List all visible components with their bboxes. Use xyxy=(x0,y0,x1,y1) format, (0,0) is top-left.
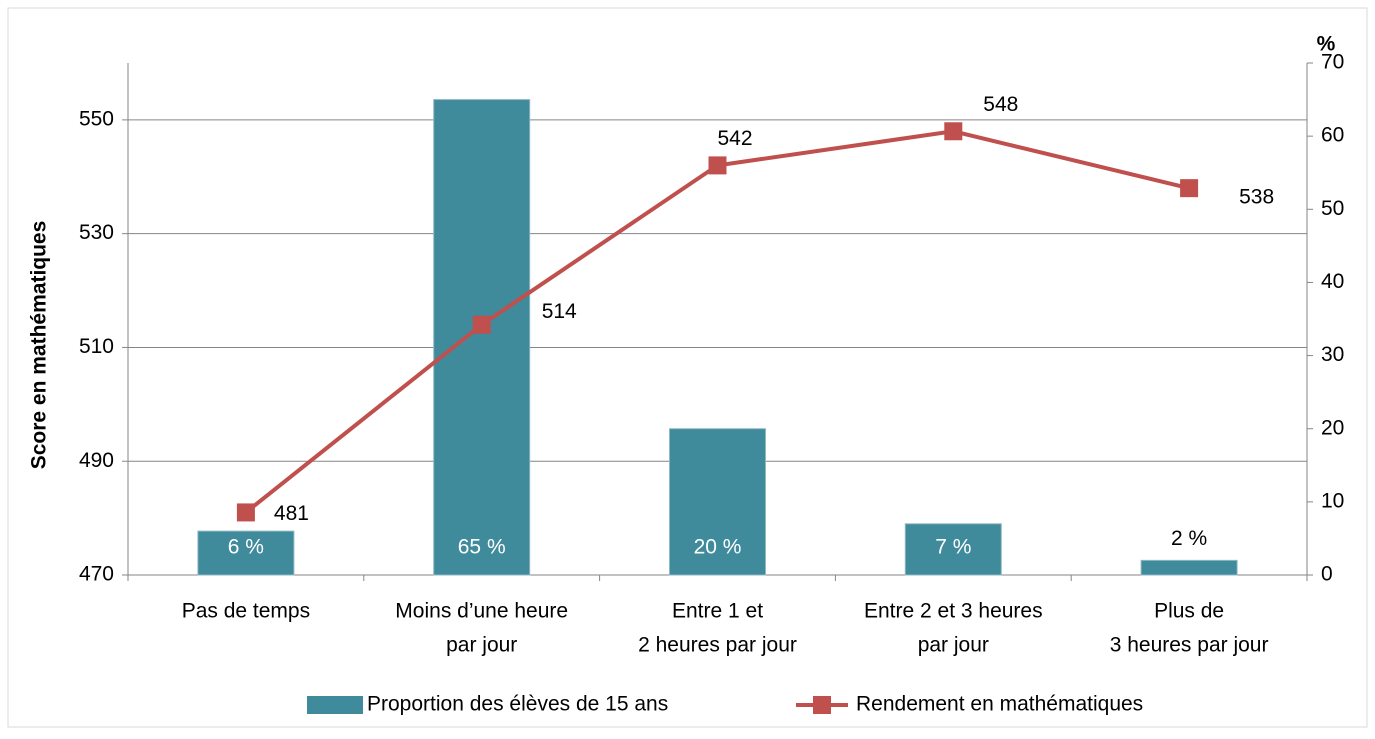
bar-value-label: 2 % xyxy=(1171,527,1207,550)
bar xyxy=(197,530,295,576)
y-tick-label: 510 xyxy=(79,335,114,358)
y-tick-label: 550 xyxy=(79,107,114,130)
bar xyxy=(433,99,531,576)
x-tick-label: Entre 2 et 3 heures xyxy=(864,600,1043,623)
y2-tick-label: 20 xyxy=(1321,416,1344,439)
y-tick-label: 470 xyxy=(79,563,114,586)
y2-tick-label: 40 xyxy=(1321,270,1344,293)
line-marker xyxy=(1180,179,1199,198)
x-tick-label: Entre 1 et xyxy=(672,600,763,623)
y2-tick-label: 70 xyxy=(1321,51,1344,74)
y2-tick-label: 30 xyxy=(1321,343,1344,366)
y2-tick-label: 0 xyxy=(1321,563,1333,586)
bar-value-label: 6 % xyxy=(228,536,264,559)
y-axis-label: Score en mathématiques xyxy=(28,221,51,470)
line-marker xyxy=(708,156,727,175)
legend-label: Rendement en mathématiques xyxy=(856,693,1143,716)
x-tick-label: Moins d’une heure xyxy=(395,600,568,623)
line-marker xyxy=(944,122,963,141)
legend-marker xyxy=(813,696,831,714)
legend-label: Proportion des élèves de 15 ans xyxy=(367,693,668,716)
x-tick-label: 2 heures par jour xyxy=(638,634,797,657)
line-value-label: 481 xyxy=(274,502,309,525)
line-value-label: 514 xyxy=(542,300,577,323)
line-value-label: 538 xyxy=(1239,186,1274,209)
bar-value-label: 7 % xyxy=(935,536,971,559)
y2-tick-label: 50 xyxy=(1321,197,1344,220)
x-tick-label: par jour xyxy=(918,634,989,657)
x-tick-label: par jour xyxy=(446,634,517,657)
y2-axis-label: % xyxy=(1317,33,1336,56)
line-value-label: 542 xyxy=(718,127,753,150)
bar-value-label: 20 % xyxy=(694,536,742,559)
bar xyxy=(1140,559,1238,576)
chart-frame xyxy=(7,7,1368,728)
x-tick-label: 3 heures par jour xyxy=(1110,634,1269,657)
x-tick-label: Pas de temps xyxy=(182,600,310,623)
y2-tick-label: 60 xyxy=(1321,124,1344,147)
line-value-label: 548 xyxy=(983,93,1018,116)
y-tick-label: 490 xyxy=(79,449,114,472)
legend-swatch xyxy=(307,696,363,714)
y-tick-label: 530 xyxy=(79,221,114,244)
line-marker xyxy=(472,315,491,334)
x-tick-label: Plus de xyxy=(1154,600,1224,623)
bar-value-label: 65 % xyxy=(458,536,506,559)
line-marker xyxy=(236,503,255,522)
bar xyxy=(904,523,1002,576)
bar xyxy=(669,428,766,576)
y2-tick-label: 10 xyxy=(1321,489,1344,512)
